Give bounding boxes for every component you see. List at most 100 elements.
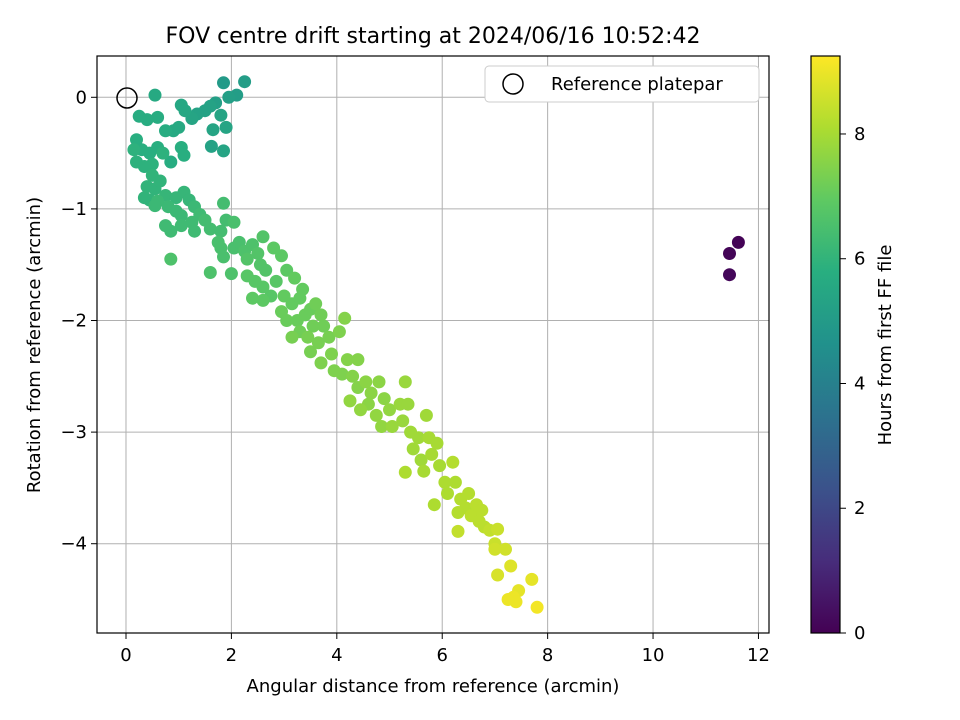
data-point <box>164 224 178 238</box>
data-point <box>530 600 544 614</box>
data-point <box>377 392 391 406</box>
data-point <box>401 397 415 411</box>
data-point <box>451 524 465 538</box>
data-point <box>306 319 320 333</box>
data-point <box>227 215 241 229</box>
y-tick-label: −3 <box>60 422 87 443</box>
data-point <box>130 133 143 147</box>
legend-marker <box>502 73 524 95</box>
data-point <box>385 420 399 433</box>
x-axis-label: Angular distance from reference (arcmin) <box>247 676 620 697</box>
data-point <box>304 345 317 359</box>
data-point <box>433 459 447 473</box>
data-point <box>148 199 162 213</box>
data-point <box>314 308 328 322</box>
x-tick-label: 6 <box>436 645 447 666</box>
data-point <box>525 572 539 586</box>
data-point <box>256 230 270 244</box>
data-point <box>256 280 270 294</box>
data-point <box>174 209 188 223</box>
colorbar-tick-label: 4 <box>854 373 865 394</box>
data-point <box>130 155 143 169</box>
x-tick-label: 8 <box>542 645 553 666</box>
data-point <box>499 542 512 556</box>
data-point <box>148 88 162 102</box>
data-point <box>217 250 230 264</box>
data-point <box>419 408 433 422</box>
data-point <box>412 431 425 445</box>
data-point <box>451 506 465 519</box>
y-axis-ticks: 0 −1 −2 −3 −4 <box>60 87 97 555</box>
data-point <box>723 247 736 260</box>
data-point <box>256 293 270 307</box>
data-point <box>731 235 745 249</box>
data-point <box>332 325 346 339</box>
data-point <box>224 267 238 281</box>
y-tick-label: −2 <box>60 311 87 332</box>
data-point <box>132 109 146 123</box>
chart-title: FOV centre drift starting at 2024/06/16 … <box>166 24 701 49</box>
x-axis-ticks: 0 2 4 6 8 10 12 <box>120 633 770 666</box>
data-point <box>364 386 378 400</box>
data-point <box>314 356 328 370</box>
data-point <box>475 503 489 517</box>
data-point <box>501 593 515 606</box>
colorbar-tick-label: 2 <box>854 498 865 519</box>
data-point <box>293 291 307 305</box>
data-point <box>383 403 396 417</box>
data-point <box>214 224 228 238</box>
data-point <box>259 263 273 277</box>
data-point <box>417 464 431 478</box>
data-point <box>325 347 338 361</box>
data-point <box>491 522 505 536</box>
data-point <box>335 367 349 381</box>
data-point <box>343 394 357 408</box>
data-point <box>277 289 291 303</box>
data-point <box>462 487 476 500</box>
data-point <box>246 291 259 305</box>
data-point <box>222 90 236 104</box>
data-point <box>427 498 441 512</box>
data-point <box>206 123 220 137</box>
data-point <box>204 139 218 153</box>
x-tick-label: 12 <box>747 645 770 666</box>
data-point <box>354 403 367 417</box>
data-point <box>322 330 336 344</box>
y-tick-label: 0 <box>76 87 87 108</box>
data-point <box>491 568 505 582</box>
x-tick-label: 10 <box>642 645 665 666</box>
data-point <box>414 453 428 467</box>
data-point <box>267 241 281 255</box>
data-point <box>301 330 315 344</box>
data-point <box>219 120 233 134</box>
data-point <box>351 353 365 367</box>
data-point <box>398 375 412 389</box>
data-point <box>127 143 141 157</box>
data-point <box>280 314 294 327</box>
data-point <box>188 224 201 238</box>
data-point <box>448 475 462 489</box>
data-point <box>151 110 165 124</box>
data-point <box>174 219 188 233</box>
data-point <box>214 108 228 122</box>
data-point <box>251 247 265 260</box>
colorbar-gradient <box>810 55 841 634</box>
data-point <box>164 252 178 266</box>
plot-frame <box>96 55 770 634</box>
colorbar-ticks: 0 2 4 6 8 <box>840 124 865 644</box>
data-point <box>488 542 502 556</box>
data-point <box>203 266 217 279</box>
x-tick-label: 0 <box>120 645 131 666</box>
data-point <box>398 465 412 479</box>
data-point <box>177 148 191 162</box>
data-point <box>504 559 518 573</box>
data-point <box>396 414 410 428</box>
colorbar-tick-label: 8 <box>854 124 865 145</box>
data-point <box>446 455 460 469</box>
data-point <box>338 311 352 325</box>
data-point <box>372 375 386 389</box>
data-points <box>127 75 745 614</box>
y-tick-label: −4 <box>60 534 87 555</box>
data-point <box>317 319 331 333</box>
